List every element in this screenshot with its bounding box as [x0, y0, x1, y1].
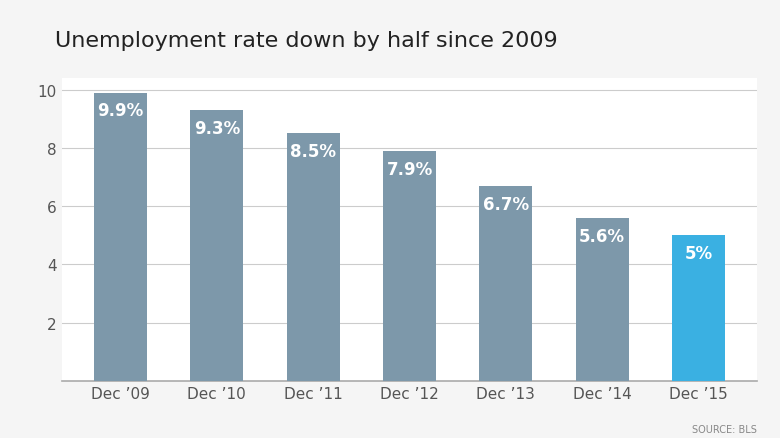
Text: SOURCE: BLS: SOURCE: BLS	[692, 424, 757, 434]
Text: 6.7%: 6.7%	[483, 195, 529, 213]
Text: 8.5%: 8.5%	[290, 143, 336, 161]
Bar	[672, 236, 725, 381]
Bar	[287, 134, 339, 381]
Bar	[94, 93, 147, 381]
Text: Unemployment rate down by half since 2009: Unemployment rate down by half since 200…	[55, 31, 558, 51]
Text: 5.6%: 5.6%	[580, 227, 626, 245]
Bar	[480, 186, 532, 381]
Text: 5%: 5%	[685, 244, 713, 262]
Bar	[576, 218, 629, 381]
Text: 9.3%: 9.3%	[193, 120, 240, 138]
Text: 7.9%: 7.9%	[386, 160, 433, 178]
Bar	[190, 111, 243, 381]
Bar	[383, 152, 436, 381]
Text: 9.9%: 9.9%	[98, 102, 144, 120]
